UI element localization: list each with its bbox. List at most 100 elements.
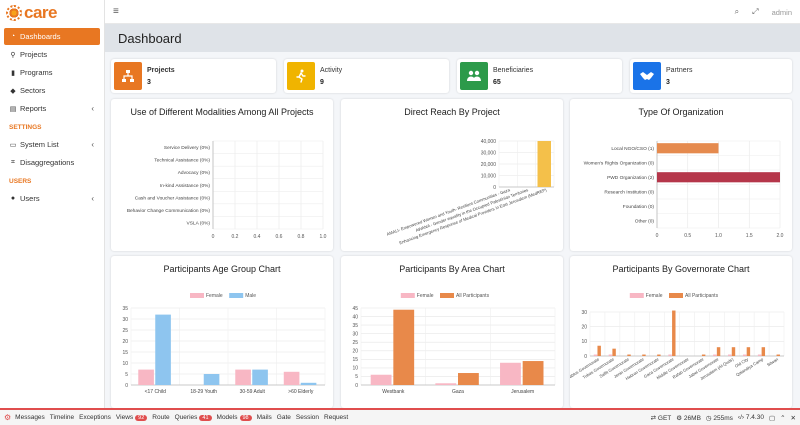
sidebar-item-users[interactable]: ● Users ‹ [4,190,100,207]
page-header: Dashboard [105,24,800,52]
legend-swatch [440,293,454,298]
bar [761,347,766,356]
sitemap-icon [114,62,142,90]
search-icon[interactable]: ⌕ [734,7,740,16]
x-tick-label: 1.5 [746,233,753,239]
stat-card-projects[interactable]: Projects 3 [111,59,276,93]
chart-title: Type Of Organization [638,107,724,117]
stat-title: Partners [666,66,693,74]
sidebar-item-programs[interactable]: ▮ Programs [4,64,100,81]
bar [746,347,751,356]
php-version-value: 7.4.30 [745,414,764,421]
direct-reach-chart-card: Direct Reach By Project 0 10,000 20,000 30,… [341,99,563,251]
dashboard-icon: ◔ [10,33,16,40]
debug-tab-exceptions[interactable]: Exceptions [79,414,111,421]
debug-tab-mails[interactable]: Mails [257,414,272,421]
org-type-chart: 0 0.5 1.0 1.5 2.0 Local NGO/CSO (1) Women's Ri… [584,140,784,239]
bar [458,373,479,385]
y-tick-label: PWD Organization (2) [607,175,654,181]
debug-tab-views[interactable]: Views 92 [116,414,148,421]
stat-title: Activity [320,66,343,74]
sidebar-item-sectors[interactable]: ◆ Sectors [4,82,100,99]
sidebar-item-system-list[interactable]: ▭ System List ‹ [4,136,100,153]
x-tick-label: 1.0 [320,234,327,240]
governorate-chart-card: Participants By Governorate Chart 0 10 20 3… [570,256,792,408]
debug-tab-messages[interactable]: Messages [15,414,45,421]
menu-toggle-icon[interactable]: ≡ [113,6,119,17]
settings-header: SETTINGS [9,124,42,131]
bar [672,310,676,356]
stat-value: 3 [147,78,151,86]
debug-tab-models[interactable]: Models 98 [217,414,252,421]
debug-tab-request[interactable]: Request [324,414,348,421]
bar [701,354,706,356]
bar [657,172,780,183]
chart-title: Use of Different Modalities Among All Pr… [130,107,314,117]
topbar: ≡ ⌕ ⤢ admin [105,0,800,24]
y-tick-label: 10 [122,361,128,367]
y-tick-label: 20 [352,349,358,355]
sidebar-item-label: Projects [20,50,48,59]
php-version: ‹/› 7.4.30 [737,414,764,421]
chart-title: Participants By Area Chart [399,264,505,274]
debugbar-logo-icon[interactable]: ⚙ [4,413,12,422]
handshake-icon [633,62,661,90]
debug-tab-label: Session [295,414,320,421]
debug-tab-label: Exceptions [79,414,111,421]
x-tick-label: 0.4 [254,234,261,240]
x-tick-label: 18-29 Youth [190,389,217,395]
legend-swatch [400,293,415,298]
legend-swatch [629,293,644,298]
bar [283,371,300,385]
maximize-icon[interactable]: ▢ [768,414,776,422]
sidebar-item-label: Dashboards [20,32,61,41]
x-tick-label: Gaza [452,389,464,395]
users-icon: ● [10,195,16,202]
legend-swatch [190,293,204,298]
stat-card-activity[interactable]: Activity 9 [284,59,449,93]
y-tick-label: 0 [355,383,358,389]
care-logo[interactable]: care [0,0,104,26]
x-tick-label: 0.6 [276,234,283,240]
close-icon[interactable]: ✕ [790,414,796,422]
debug-tab-gate[interactable]: Gate [277,414,291,421]
y-tick-label: 30,000 [481,150,497,156]
user-menu[interactable]: admin [771,7,792,17]
chart-icon: ▤ [9,105,17,113]
fullscreen-icon[interactable]: ⤢ [752,7,759,16]
bar [642,354,646,356]
stat-title: Beneficiaries [493,66,534,74]
y-tick-label: 30 [122,317,128,323]
x-tick-label: 0 [212,234,215,240]
debug-tab-session[interactable]: Session [296,414,319,421]
minimize-icon[interactable]: ⌃ [780,414,786,422]
debug-tab-label: Messages [15,414,45,421]
chart-title: Participants By Governorate Chart [612,264,750,274]
bar [657,143,719,154]
topbar-right: ⌕ ⤢ admin [735,0,792,24]
sidebar-item-disaggregations[interactable]: ⌗ Disaggregations [4,154,100,171]
debug-tab-queries[interactable]: Queries 41 [175,414,212,421]
y-tick-label: 25 [122,328,128,334]
stat-card-partners[interactable]: Partners 3 [630,59,792,93]
y-tick-label: 0 [493,185,496,191]
debug-tab-route[interactable]: Route [152,414,169,421]
x-tick-label: Enhancing Emergency Response of Medical … [398,187,547,245]
stat-card-beneficiaries[interactable]: Beneficiaries 65 [457,59,622,93]
sidebar-item-projects[interactable]: ⚲ Projects [4,46,100,63]
bar [300,382,317,385]
sidebar-item-label: Users [20,194,40,203]
y-tick-label: 15 [122,350,128,356]
y-tick-label: Behavior Change Communication (0%) [127,208,211,214]
request-method-value: GET [657,414,672,422]
x-tick-label: Westbank [382,389,405,395]
bar [593,354,598,356]
sitemap-icon: ⚲ [10,51,16,59]
y-tick-label: Other (0) [635,219,655,225]
legend-label: All Participants [456,293,490,299]
debug-tab-timeline[interactable]: Timeline [50,414,74,421]
sidebar-item-label: System List [20,140,59,149]
sidebar-item-dashboards[interactable]: ◔ Dashboards [4,28,100,45]
sidebar-item-reports[interactable]: ▤ Reports ‹ [4,100,100,117]
bar [716,347,721,356]
